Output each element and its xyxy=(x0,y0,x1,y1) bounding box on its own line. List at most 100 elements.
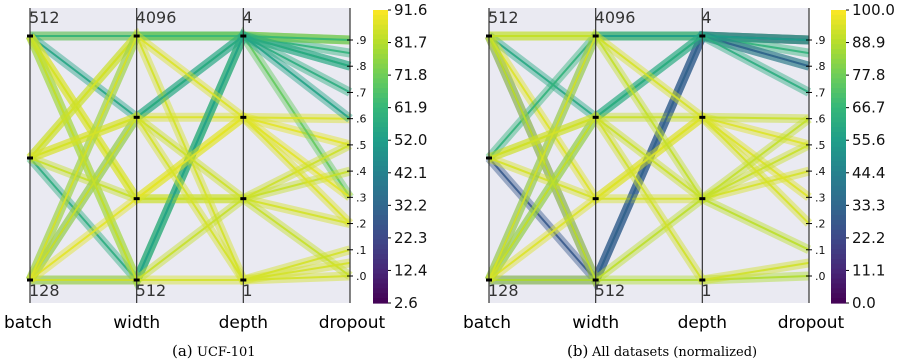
axis-batch-top-label: 512 xyxy=(29,8,60,27)
colorbar-segment xyxy=(373,259,388,265)
colorbar-segment xyxy=(831,107,846,114)
colorbar-segment xyxy=(831,180,846,187)
axis-depth-name: depth xyxy=(219,313,268,333)
colorbar-segment xyxy=(373,166,388,172)
colorbar-segment xyxy=(373,219,388,226)
colorbar-segment xyxy=(373,117,388,123)
colorbar-segment xyxy=(831,122,846,128)
colorbar-segment xyxy=(373,288,388,294)
caption-a-label: (a) xyxy=(172,342,193,360)
colorbar-segment xyxy=(373,78,388,84)
caption-b-text: All datasets (normalized) xyxy=(591,345,757,360)
colorbar-segment xyxy=(373,146,388,153)
colorbar-tick-label: 81.7 xyxy=(394,34,427,52)
colorbar-tick-label: 44.4 xyxy=(852,164,885,182)
colorbar-segment xyxy=(831,161,846,167)
colorbar-tick-label: 91.6 xyxy=(394,1,427,19)
axis-width-name: width xyxy=(113,313,160,333)
colorbar-segment xyxy=(831,63,846,70)
colorbar-segment xyxy=(831,49,846,55)
colorbar-tick-label: 52.0 xyxy=(394,131,427,149)
colorbar-segment xyxy=(831,171,846,177)
colorbar-segment xyxy=(831,244,846,250)
colorbar: 91.6 81.7 71.8 61.9 52.0 42.1 32.2 22.3 12.4 2.6 xyxy=(373,1,427,312)
colorbar-segment xyxy=(373,14,388,21)
colorbar-segment xyxy=(373,283,388,289)
colorbar-segment xyxy=(831,263,846,270)
colorbar-segment xyxy=(831,293,846,299)
axis-depth-name: depth xyxy=(678,313,727,333)
colorbar-segment xyxy=(831,39,846,45)
colorbar-tick-label: 100.0 xyxy=(852,1,895,19)
axis-batch-bottom-label: 128 xyxy=(29,281,60,300)
series-lines xyxy=(25,26,354,292)
colorbar-segment xyxy=(373,215,388,221)
colorbar-segment xyxy=(373,19,388,26)
colorbar-segment xyxy=(373,224,388,231)
colorbar-segment xyxy=(831,259,846,265)
dropout-tick-label: .9 xyxy=(356,34,367,47)
colorbar-segment xyxy=(831,102,846,109)
panel-b: 512 128 batch 4096 512 width 4 1 depth .0 .1 .2 .3 .4… xyxy=(463,1,895,333)
colorbar-segment xyxy=(831,53,846,60)
colorbar-segment xyxy=(373,112,388,119)
colorbar-segment xyxy=(373,229,388,236)
colorbar-segment xyxy=(831,112,846,119)
colorbar-segment xyxy=(373,205,388,211)
colorbar-segment xyxy=(831,200,846,206)
colorbar-segment xyxy=(373,107,388,114)
colorbar-segment xyxy=(831,190,846,197)
axis-batch-bottom-label: 128 xyxy=(488,281,519,300)
dropout-tick-label: .6 xyxy=(356,113,367,126)
colorbar-segment xyxy=(831,234,846,241)
colorbar-segment xyxy=(373,44,388,50)
dropout-tick-label: .1 xyxy=(356,244,367,257)
colorbar-segment xyxy=(373,68,388,75)
colorbar-segment xyxy=(373,127,388,133)
colorbar-segment xyxy=(831,288,846,294)
dropout-tick-label: .7 xyxy=(356,86,367,99)
colorbar-segment xyxy=(831,176,846,182)
colorbar-tick-label: 11.1 xyxy=(852,261,885,279)
colorbar-segment xyxy=(831,195,846,202)
colorbar-segment xyxy=(831,151,846,158)
colorbar-tick-label: 32.2 xyxy=(394,196,427,214)
line-path xyxy=(30,275,351,281)
colorbar-segment xyxy=(373,263,388,270)
dropout-tick-label: .4 xyxy=(815,165,826,178)
colorbar-segment xyxy=(831,44,846,50)
dropout-tick-label: .2 xyxy=(356,218,367,231)
colorbar-segment xyxy=(373,200,388,206)
axis-width-top-label: 4096 xyxy=(595,8,636,27)
colorbar-segment xyxy=(373,161,388,167)
colorbar-segment xyxy=(831,278,846,285)
colorbar-segment xyxy=(831,268,846,275)
colorbar-tick-label: 88.9 xyxy=(852,34,885,52)
colorbar-tick-label: 66.7 xyxy=(852,99,885,117)
colorbar-segment xyxy=(831,29,846,36)
colorbar-segment xyxy=(373,73,388,79)
colorbar-segment xyxy=(373,29,388,36)
colorbar-segment xyxy=(373,132,388,138)
colorbar-segment xyxy=(831,132,846,138)
dropout-tick-label: .6 xyxy=(815,113,826,126)
colorbar-segment xyxy=(373,63,388,70)
colorbar-segment xyxy=(373,298,388,304)
colorbar-segment xyxy=(831,127,846,133)
colorbar-tick-label: 55.6 xyxy=(852,131,885,149)
colorbar-tick-label: 12.4 xyxy=(394,261,427,279)
colorbar-segment xyxy=(831,58,846,65)
axis-batch-name: batch xyxy=(463,313,511,333)
colorbar-segment xyxy=(373,97,388,104)
colorbar-segment xyxy=(831,146,846,153)
colorbar-segment xyxy=(831,185,846,192)
colorbar-segment xyxy=(831,298,846,304)
colorbar-segment xyxy=(373,24,388,31)
colorbar-segment xyxy=(373,93,388,99)
colorbar-segment xyxy=(373,39,388,45)
colorbar-segment xyxy=(373,210,388,216)
dropout-tick-label: .9 xyxy=(815,34,826,47)
axis-dropout-name: dropout xyxy=(319,313,386,333)
colorbar-tick-label: 2.6 xyxy=(394,294,418,312)
colorbar-segment xyxy=(373,151,388,158)
